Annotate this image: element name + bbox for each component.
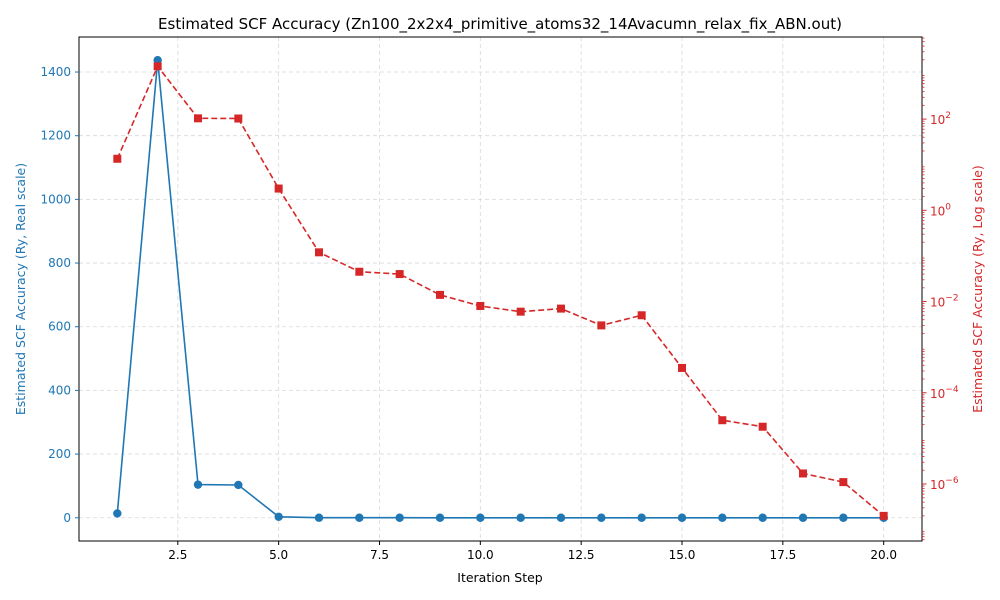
right-tick-label: 10−2	[930, 294, 959, 310]
left-tick-label: 1400	[40, 65, 71, 79]
data-point-circle	[556, 513, 566, 522]
log-scale-line	[116, 64, 885, 517]
data-point-square	[395, 270, 404, 279]
data-point-square	[637, 311, 646, 320]
data-point-square	[435, 290, 444, 299]
data-point-circle	[839, 513, 848, 522]
data-point-circle	[234, 480, 243, 490]
series-log-scale	[113, 62, 888, 520]
data-point-circle	[677, 513, 687, 522]
x-tick-label: 12.5	[568, 548, 595, 562]
x-axis-label: Iteration Step	[457, 570, 543, 585]
left-axis-label: Estimated SCF Accuracy (Ry, Real scale)	[13, 163, 28, 415]
data-point-square	[476, 301, 485, 310]
data-point-square	[879, 511, 888, 520]
data-point-square	[113, 154, 122, 163]
left-tick-label: 200	[48, 447, 71, 461]
right-tick-label: 10−6	[930, 476, 959, 492]
data-point-square	[355, 267, 364, 276]
plot-frame	[78, 36, 923, 542]
right-tick-label: 100	[930, 202, 951, 218]
right-tick-label: 102	[930, 111, 951, 127]
data-point-square	[193, 114, 202, 123]
data-point-circle	[355, 513, 364, 522]
data-point-circle	[758, 513, 767, 522]
data-point-circle	[597, 513, 606, 522]
data-point-circle	[476, 513, 485, 522]
left-tick-label: 800	[48, 256, 71, 270]
real-scale-line	[116, 60, 884, 519]
data-point-square	[153, 62, 162, 71]
chart-title: Estimated SCF Accuracy (Zn100_2x2x4_prim…	[158, 15, 842, 34]
left-tick-label: 0	[63, 511, 71, 525]
data-point-circle	[516, 513, 525, 522]
x-tick-label: 7.5	[370, 548, 389, 562]
data-point-circle	[113, 509, 122, 518]
right-axis-ticks: 10−6 10−4 10−2 100 102	[922, 37, 959, 541]
x-tick-label: 2.5	[168, 548, 187, 562]
data-point-square	[234, 114, 243, 123]
data-point-circle	[395, 513, 404, 522]
right-axis-label: Estimated SCF Accuracy (Ry, Log scale)	[970, 165, 985, 413]
data-point-square	[718, 416, 727, 425]
left-axis-ticks: 0 200 400 600 800 1000 1200 1400	[40, 65, 79, 525]
x-tick-label: 20.0	[870, 548, 897, 562]
data-point-circle	[798, 513, 808, 522]
data-point-square	[839, 478, 848, 487]
x-tick-label: 17.5	[769, 548, 796, 562]
x-tick-label: 10.0	[467, 548, 494, 562]
left-tick-label: 1200	[40, 129, 71, 143]
data-point-square	[516, 307, 525, 316]
x-tick-label: 15.0	[669, 548, 696, 562]
data-point-square	[799, 469, 808, 478]
data-point-square	[274, 184, 283, 193]
data-point-circle	[637, 513, 646, 522]
left-tick-label: 1000	[40, 192, 71, 206]
data-point-circle	[314, 513, 324, 522]
data-point-square	[314, 248, 323, 257]
left-tick-label: 400	[48, 383, 71, 397]
data-point-circle	[274, 512, 283, 522]
x-axis-ticks: 2.5 5.0 7.5 10.0 12.5 15.0 17.5 20.0	[168, 541, 897, 562]
series-real-scale	[113, 56, 888, 522]
x-tick-label: 5.0	[269, 548, 288, 562]
data-point-square	[557, 304, 566, 313]
data-point-square	[758, 422, 767, 431]
data-point-circle	[718, 513, 727, 522]
right-tick-label: 10−4	[930, 385, 959, 401]
data-point-square	[597, 321, 606, 330]
grid-lines	[79, 37, 922, 541]
data-point-square	[678, 363, 687, 372]
data-point-circle	[193, 480, 203, 489]
data-point-circle	[435, 513, 445, 522]
left-tick-label: 600	[48, 320, 71, 334]
